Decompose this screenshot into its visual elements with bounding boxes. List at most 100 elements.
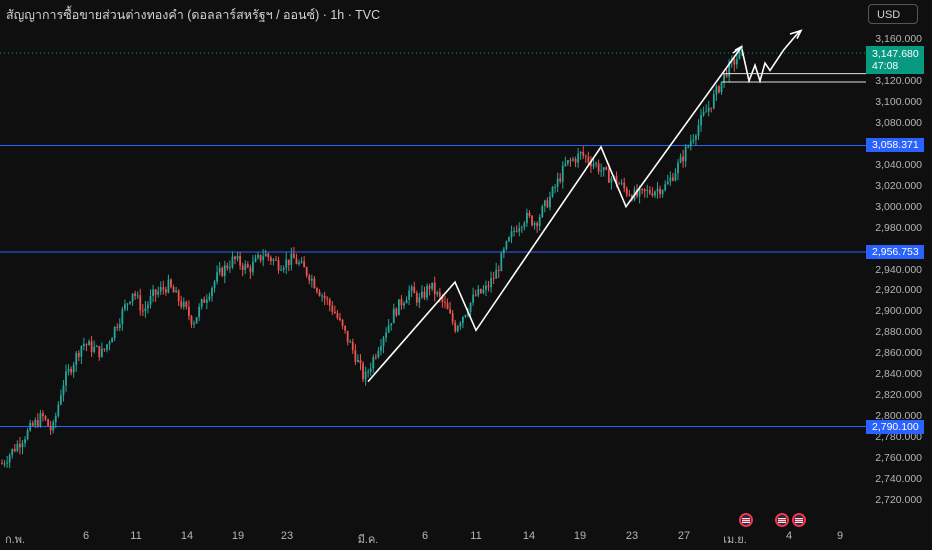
candle-body (559, 178, 562, 182)
current-price-tag: 3,147.680 47:08 (866, 46, 924, 74)
candle-body (405, 299, 408, 304)
candle-body (36, 420, 39, 427)
candle-body (108, 342, 111, 345)
candle-body (162, 287, 165, 290)
candle-body (98, 346, 101, 357)
zigzag-arrowhead (732, 45, 743, 54)
candle-body (710, 107, 713, 109)
candle-body (520, 227, 523, 229)
candle-body (241, 265, 244, 271)
candle-body (290, 253, 293, 266)
candle-body (167, 279, 170, 293)
candle-body (77, 352, 80, 357)
candle-body (362, 363, 364, 380)
candle-body (308, 275, 311, 281)
currency-button[interactable]: USD (868, 4, 918, 24)
candle-body (408, 290, 411, 300)
candle-body (715, 86, 718, 95)
candle-body (456, 326, 459, 332)
price-tick-label: 2,920.000 (875, 284, 922, 297)
us-flag-event-icon[interactable] (792, 513, 806, 527)
candle-body (341, 319, 344, 326)
candle-body (679, 156, 682, 163)
candle-body (543, 200, 546, 207)
candle-body (569, 160, 572, 162)
candle-body (303, 261, 306, 268)
candle-body (718, 86, 720, 93)
level-price-tag: 2,790.100 (866, 419, 924, 434)
candle-body (19, 443, 21, 448)
candle-body (205, 299, 208, 303)
candle-body (52, 422, 55, 431)
price-tick-label: 3,120.000 (875, 74, 922, 87)
candle-body (193, 323, 195, 325)
candle-body (531, 215, 533, 226)
candle-body (113, 326, 116, 339)
candle-body (602, 167, 605, 171)
candle-body (707, 107, 710, 112)
candle-body (546, 200, 549, 208)
price-tick-label: 3,100.000 (875, 95, 922, 108)
candle-body (349, 341, 352, 343)
candle-body (515, 230, 518, 232)
candle-body (692, 139, 695, 142)
candle-body (592, 164, 595, 167)
candle-body (561, 165, 564, 182)
price-tick-label: 2,840.000 (875, 368, 922, 381)
candle-body (533, 223, 536, 226)
candle-body (136, 295, 139, 297)
candle-body (364, 371, 367, 380)
candle-body (262, 256, 265, 261)
time-tick-label: 14 (522, 530, 536, 542)
candle-body (687, 146, 690, 148)
candle-body (382, 337, 385, 347)
candle-body (502, 248, 505, 254)
projection-drawing[interactable] (741, 30, 801, 84)
us-flag-event-icon[interactable] (739, 513, 753, 527)
time-tick-label: มี.ค. (357, 534, 379, 546)
candle-body (198, 306, 201, 318)
candle-body (277, 260, 280, 271)
candle-body (666, 181, 669, 185)
candle-body (689, 141, 692, 147)
candle-body (190, 316, 193, 325)
candle-body (21, 443, 24, 448)
candle-body (579, 152, 582, 154)
bar-countdown: 47:08 (872, 60, 899, 72)
candle-body (24, 439, 26, 444)
candle-body (65, 371, 67, 386)
candle-body (159, 287, 162, 292)
candle-body (195, 317, 198, 324)
candle-body (185, 301, 188, 307)
candle-body (497, 269, 500, 271)
us-flag-event-icon[interactable] (775, 513, 789, 527)
candle-body (264, 253, 267, 257)
candle-body (423, 291, 426, 298)
candle-body (3, 463, 6, 465)
candle-body (126, 303, 129, 305)
candle-body (106, 344, 108, 350)
candle-body (441, 296, 444, 302)
candle-body (628, 194, 631, 196)
candle-body (42, 413, 44, 416)
candle-body (249, 267, 252, 273)
candle-body (643, 188, 646, 192)
time-tick-label: 23 (625, 530, 639, 542)
candle-body (395, 308, 398, 316)
candle-body (415, 293, 418, 303)
zigzag-drawing[interactable] (367, 45, 743, 383)
candle-body (538, 217, 541, 226)
candle-body (648, 190, 651, 194)
price-tick-label: 3,080.000 (875, 116, 922, 129)
projection-arrowhead (789, 29, 803, 39)
candle-body (377, 350, 380, 357)
candle-body (385, 332, 387, 338)
candle-body (180, 301, 183, 307)
candle-body (536, 223, 539, 226)
candle-body (346, 330, 349, 343)
candle-body (47, 419, 49, 426)
candle-body (518, 228, 521, 232)
candle-body (397, 299, 400, 316)
candle-body (421, 291, 423, 298)
